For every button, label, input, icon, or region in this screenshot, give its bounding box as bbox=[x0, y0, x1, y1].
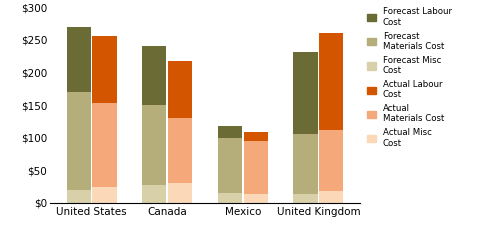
Bar bbox=[319, 33, 344, 131]
Bar bbox=[168, 118, 192, 183]
Bar bbox=[319, 131, 344, 191]
Bar bbox=[66, 190, 91, 203]
Bar bbox=[218, 138, 242, 193]
Bar bbox=[218, 193, 242, 203]
Bar bbox=[244, 141, 268, 194]
Legend: Forecast Labour
Cost, Forecast
Materials Cost, Forecast Misc
Cost, Actual Labour: Forecast Labour Cost, Forecast Materials… bbox=[368, 8, 452, 147]
Bar bbox=[319, 191, 344, 203]
Bar bbox=[168, 61, 192, 118]
Bar bbox=[244, 194, 268, 203]
Bar bbox=[294, 134, 318, 194]
Bar bbox=[66, 27, 91, 92]
Bar bbox=[92, 36, 116, 103]
Bar bbox=[92, 187, 116, 203]
Bar bbox=[294, 194, 318, 203]
Bar bbox=[142, 185, 167, 203]
Bar bbox=[168, 183, 192, 203]
Bar bbox=[244, 132, 268, 141]
Bar bbox=[142, 105, 167, 185]
Bar bbox=[142, 46, 167, 105]
Bar bbox=[218, 126, 242, 138]
Bar bbox=[66, 92, 91, 190]
Bar bbox=[294, 52, 318, 134]
Bar bbox=[92, 103, 116, 187]
